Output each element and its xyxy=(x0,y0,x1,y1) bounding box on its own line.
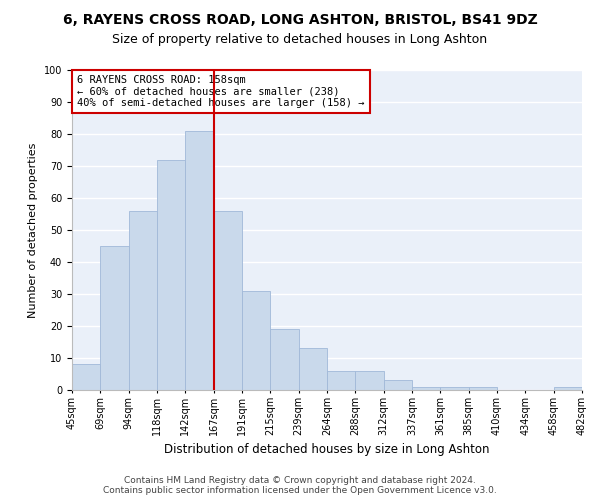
Bar xyxy=(383,380,412,390)
Bar xyxy=(412,387,440,390)
Bar xyxy=(157,160,185,390)
Bar xyxy=(72,364,100,390)
Bar xyxy=(469,387,497,390)
Bar xyxy=(355,371,383,390)
Text: Size of property relative to detached houses in Long Ashton: Size of property relative to detached ho… xyxy=(112,32,488,46)
Text: 6, RAYENS CROSS ROAD, LONG ASHTON, BRISTOL, BS41 9DZ: 6, RAYENS CROSS ROAD, LONG ASHTON, BRIST… xyxy=(62,12,538,26)
Bar xyxy=(271,329,299,390)
Bar xyxy=(327,371,355,390)
Bar xyxy=(299,348,327,390)
Bar xyxy=(554,387,582,390)
Bar xyxy=(128,211,157,390)
Text: Contains HM Land Registry data © Crown copyright and database right 2024.
Contai: Contains HM Land Registry data © Crown c… xyxy=(103,476,497,495)
Bar xyxy=(440,387,469,390)
Y-axis label: Number of detached properties: Number of detached properties xyxy=(28,142,38,318)
X-axis label: Distribution of detached houses by size in Long Ashton: Distribution of detached houses by size … xyxy=(164,444,490,456)
Bar xyxy=(185,131,214,390)
Bar xyxy=(100,246,128,390)
Text: 6 RAYENS CROSS ROAD: 158sqm
← 60% of detached houses are smaller (238)
40% of se: 6 RAYENS CROSS ROAD: 158sqm ← 60% of det… xyxy=(77,75,365,108)
Bar xyxy=(242,291,271,390)
Bar xyxy=(214,211,242,390)
